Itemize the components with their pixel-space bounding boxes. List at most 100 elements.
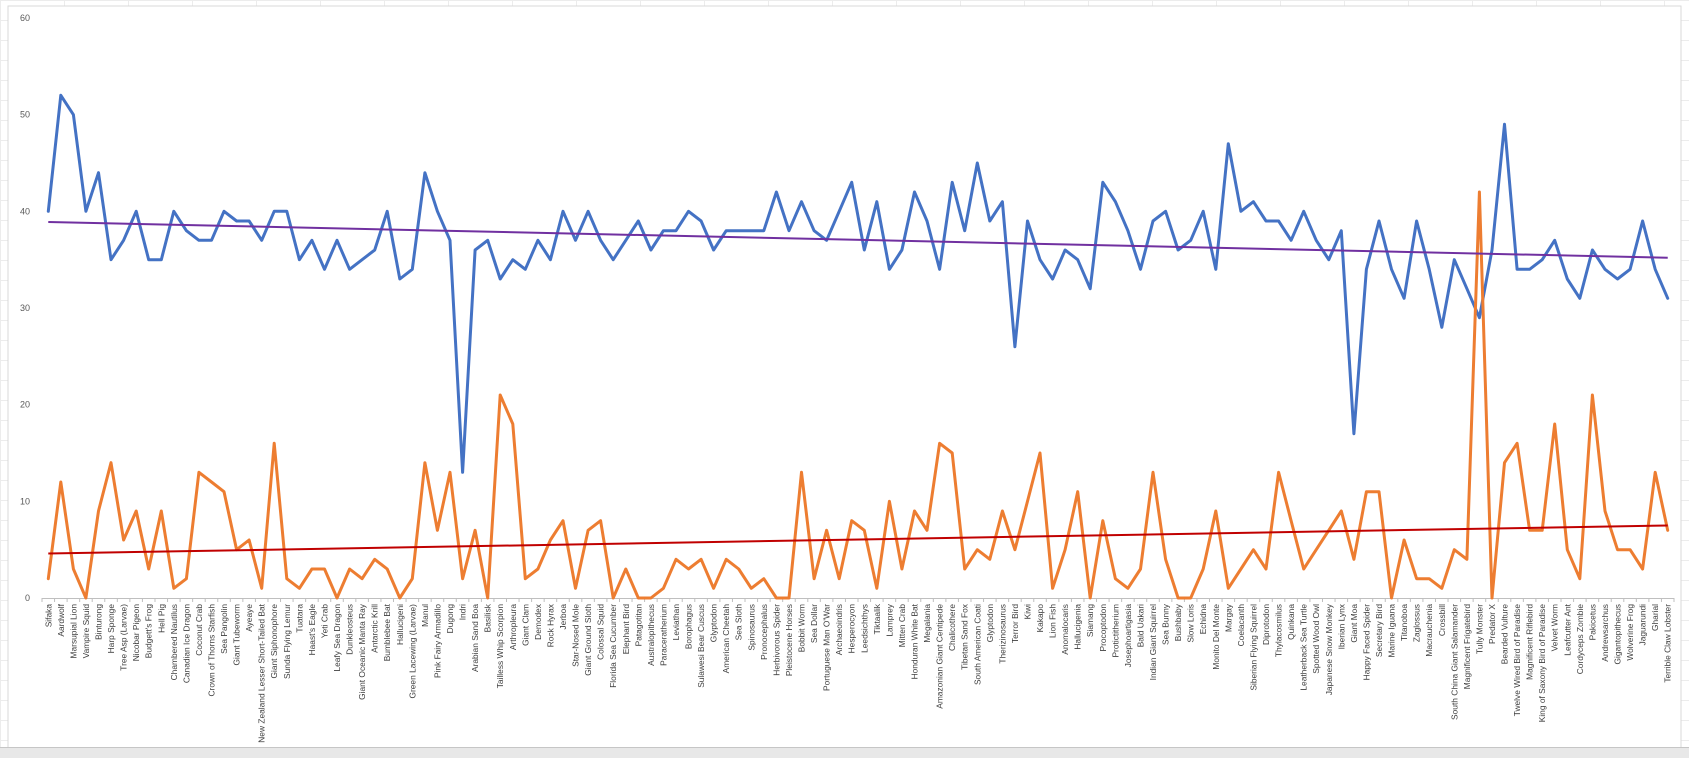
x-tick-label: Wolverine Frog <box>1625 604 1635 661</box>
x-tick-label: Dunkleosteus <box>345 604 355 655</box>
x-tick-label: Coconut Crab <box>194 604 204 656</box>
x-tick-label: Megalania <box>922 604 932 643</box>
x-tick-label: Giant Siphonophore <box>269 604 279 679</box>
x-tick-label: Leatherback Sea Turtle <box>1299 604 1309 691</box>
series-line-1[interactable] <box>46 93 1670 474</box>
x-tick-label: Bushbaby <box>1173 603 1183 641</box>
x-tick-label: Crown of Thorns Starfish <box>206 604 216 697</box>
x-tick-label: Giant Clam <box>520 604 530 646</box>
x-tick-label: Dugong <box>445 604 455 634</box>
x-tick-label: Slow Loris <box>1186 604 1196 643</box>
series-lines <box>46 93 1670 600</box>
x-tick-label: Anomalocaris <box>1060 604 1070 655</box>
x-tick-label: Kiwi <box>1022 604 1032 619</box>
x-tick-label: Mitten Crab <box>897 604 907 648</box>
x-tick-label: Hallucigeni <box>395 604 405 645</box>
x-tick-label: Terrible Claw Lobster <box>1663 604 1673 683</box>
x-tick-label: Indian Giant Squirrel <box>1148 604 1158 680</box>
x-tick-label: Giant Moa <box>1349 604 1359 643</box>
series-line-2[interactable] <box>46 190 1670 600</box>
x-tick-label: Colossal Squid <box>596 604 606 660</box>
x-tick-label: Honduran White Bat <box>909 603 919 679</box>
x-tick-label: Twelve Wired Bird of Paradise <box>1512 604 1522 717</box>
x-tick-label: Leviathan <box>671 604 681 641</box>
x-tick-label: Giant Oceanic Manta Ray <box>357 603 367 700</box>
x-tick-label: Happy Faced Spider <box>1361 604 1371 681</box>
trendline-2 <box>48 524 1668 555</box>
y-tick-label: 20 <box>20 400 30 410</box>
y-tick-label: 0 <box>25 593 30 603</box>
x-tick-label: Rock Hyrax <box>545 603 555 647</box>
x-tick-label: Portuguese Man O'War <box>822 604 832 691</box>
x-tick-label: Leafy Sea Dragon <box>332 604 342 672</box>
x-tick-label: South American Coati <box>972 604 982 685</box>
x-tick-label: Archaeoindris <box>834 604 844 655</box>
y-tick-label: 40 <box>20 206 30 216</box>
x-tick-label: Tully Monster <box>1474 604 1484 654</box>
x-tick-label: Pakicetus <box>1587 604 1597 640</box>
x-tick-label: Marsupial Lion <box>68 604 78 659</box>
x-tick-label: Giant Ground Sloth <box>583 604 593 676</box>
x-tick-label: Arabian Sand Boa <box>470 604 480 672</box>
x-tick-label: Elephant Bird <box>621 604 631 655</box>
x-tick-label: Terror Bird <box>1010 604 1020 643</box>
x-tick-label: Siberian Flying Squirrel <box>1248 604 1258 691</box>
x-axis: Sifaka Aardwolf Marsupial Lion Vampire Squi… <box>41 598 1675 743</box>
x-tick-label: Leedsichthys <box>859 604 869 653</box>
x-tick-label: Tailless Whip Scorpion <box>495 604 505 689</box>
x-tick-label: Bobbit Worm <box>797 604 807 652</box>
x-tick-label: Procoptodon <box>1098 604 1108 652</box>
x-tick-label: Marine Iguana <box>1387 604 1397 658</box>
y-tick-label: 10 <box>20 496 30 506</box>
x-tick-label: Demodex <box>533 603 543 640</box>
x-tick-label: Monito Del Monte <box>1211 604 1221 670</box>
x-tick-label: South China Giant Salamander <box>1449 604 1459 720</box>
x-tick-label: Kakapo <box>1035 604 1045 633</box>
x-tick-label: Hallucigenia <box>1073 604 1083 650</box>
x-tick-label: Zaglossus <box>1412 604 1422 642</box>
x-tick-label: Quinkana <box>1286 604 1296 640</box>
x-tick-label: Tibetan Sand Fox <box>960 603 970 670</box>
x-tick-label: Tuatara <box>294 604 304 633</box>
x-tick-label: Sunda Flying Lemur <box>282 604 292 679</box>
x-tick-label: Patagotitan <box>633 604 643 647</box>
x-tick-label: Thylacosmilus <box>1274 604 1284 657</box>
x-tick-label: Pink Fairy Armadillo <box>432 604 442 678</box>
x-tick-label: Florida Sea Cucumber <box>608 604 618 688</box>
x-tick-label: Aardwolf <box>56 603 66 636</box>
x-tick-label: Hell Pig <box>156 604 166 633</box>
x-tick-label: Bearded Vulture <box>1500 604 1510 665</box>
trendline-1 <box>48 220 1668 259</box>
x-tick-label: Jaguarundi <box>1638 604 1648 646</box>
x-tick-label: Binturong <box>93 604 103 640</box>
x-tick-label: Basilisk <box>483 603 493 632</box>
x-tick-label: Sulawesi Bear Cuscus <box>696 604 706 688</box>
x-tick-label: Manul <box>420 604 430 627</box>
x-tick-label: Tree Asp (Larvae) <box>119 604 129 671</box>
x-tick-label: Herbivorous Spider <box>771 604 781 676</box>
x-tick-label: Sea Pangolin <box>219 604 229 654</box>
chart-area[interactable] <box>7 5 1682 750</box>
x-tick-label: Sea Bunny <box>1161 603 1171 645</box>
x-tick-label: Hesperocyon <box>847 604 857 654</box>
x-tick-label: Titanoboa <box>1399 604 1409 641</box>
trendlines <box>48 220 1668 555</box>
x-tick-label: Arthropleura <box>508 604 518 650</box>
x-tick-label: Yeti Crab <box>319 604 329 638</box>
x-tick-label: Sea Sloth <box>734 604 744 641</box>
x-tick-label: Gigantopithecus <box>1613 604 1623 665</box>
x-tick-label: Cordyceps Zombie <box>1575 604 1585 675</box>
x-tick-label: Diprotodon <box>1261 604 1271 645</box>
x-tick-label: Macrauchenia <box>1424 604 1434 657</box>
x-tick-label: Therizinosaurus <box>997 604 1007 664</box>
y-tick-label: 30 <box>20 303 30 313</box>
x-tick-label: Nicobar Pigeon <box>131 604 141 662</box>
x-tick-label: Harp Sponge <box>106 604 116 654</box>
x-tick-label: Paraceratherium <box>658 604 668 666</box>
x-tick-label: Sea Dollar <box>809 604 819 643</box>
x-tick-label: Crossbill <box>1437 604 1447 636</box>
x-tick-label: Coelacanth <box>1236 604 1246 647</box>
x-tick-label: Amazonian Giant Centipede <box>935 604 945 709</box>
x-tick-label: Jerboa <box>558 604 568 630</box>
